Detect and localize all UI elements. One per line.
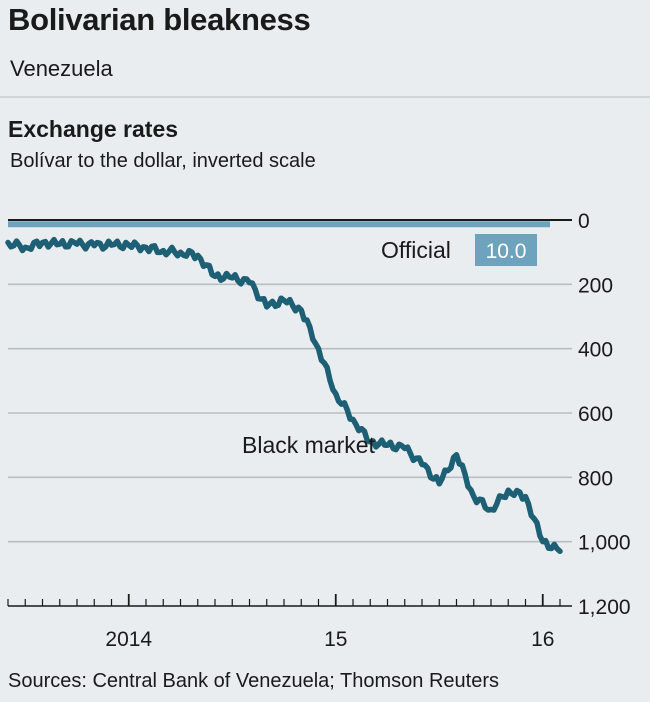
official-value-label: 10.0 bbox=[486, 240, 527, 263]
x-axis: 2014 15 16 bbox=[7, 594, 572, 651]
gridlines bbox=[8, 219, 572, 543]
y-tick-label: 600 bbox=[578, 403, 613, 426]
series-label-official: Official bbox=[381, 237, 451, 263]
series-lines bbox=[5, 221, 563, 555]
y-axis: 0 200 400 600 800 1,000 1,200 bbox=[578, 210, 631, 619]
x-tick-label: 16 bbox=[531, 628, 554, 651]
y-tick-label: 200 bbox=[578, 274, 613, 297]
y-tick-label: 800 bbox=[578, 467, 613, 490]
x-tick-label: 2014 bbox=[105, 628, 152, 651]
x-tick-label: 15 bbox=[324, 628, 347, 651]
y-tick-label: 1,200 bbox=[578, 596, 631, 619]
series-label-black-market: Black market bbox=[242, 432, 376, 458]
series-line-black-market bbox=[5, 236, 563, 555]
chart-title: Exchange rates bbox=[8, 116, 179, 142]
y-tick-label: 400 bbox=[578, 339, 613, 362]
chart-subtitle: Bolívar to the dollar, inverted scale bbox=[10, 150, 316, 172]
y-tick-label: 1,000 bbox=[578, 532, 631, 555]
headline: Bolivarian bleakness bbox=[8, 2, 311, 37]
divider bbox=[0, 96, 650, 98]
headline-subtitle: Venezuela bbox=[10, 56, 113, 81]
y-tick-label: 0 bbox=[578, 210, 590, 233]
official-value-badge bbox=[475, 234, 537, 266]
annotations: Official 10.0 Black market bbox=[242, 234, 537, 458]
source-note: Sources: Central Bank of Venezuela; Thom… bbox=[8, 670, 500, 692]
